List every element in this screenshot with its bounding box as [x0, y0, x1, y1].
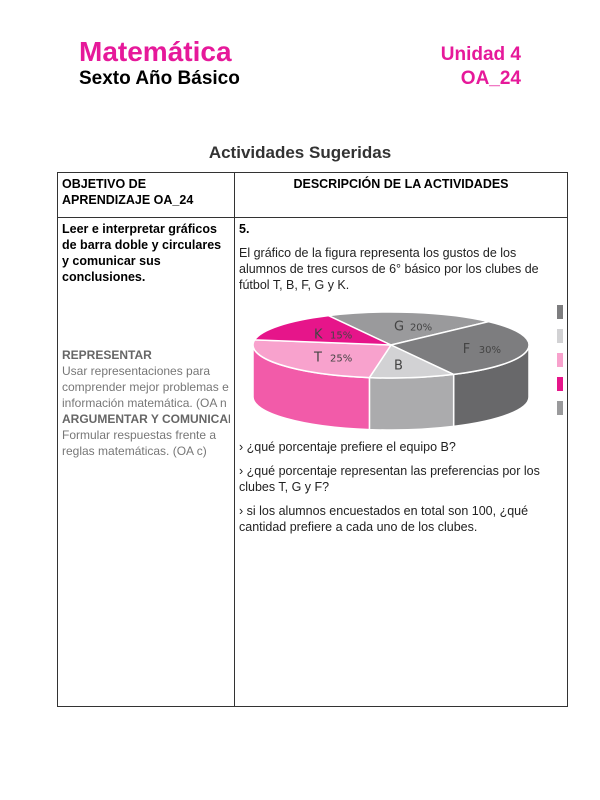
comp-text: información matemática. (OA n: [62, 396, 227, 410]
pie-slice-T: [252, 339, 393, 379]
slice-label-K: K: [314, 327, 323, 342]
legend-swatch: [557, 353, 563, 367]
comp-text: Usar representaciones para: [62, 364, 211, 378]
slice-value-K: 15%: [330, 330, 352, 341]
legend-swatch: [557, 305, 563, 319]
pie-slice-B: [368, 344, 457, 379]
legend-swatch: [557, 329, 563, 343]
activity-number: 5.: [239, 222, 250, 236]
comp-text: Formular respuestas frente a: [62, 428, 217, 442]
slice-value-T: 25%: [330, 354, 352, 365]
activities-table: OBJETIVO DE APRENDIZAJE OA_24 DESCRIPCIÓ…: [57, 172, 568, 707]
legend-swatch: [557, 377, 563, 391]
slice-value-F: 30%: [479, 345, 501, 356]
competencies-image: REPRESENTAR Usar representaciones para c…: [62, 347, 230, 459]
activity-intro: El gráfico de la figura representa los g…: [239, 246, 539, 292]
oa-label: OA_24: [460, 68, 521, 89]
slice-value-G: 20%: [410, 322, 432, 333]
comp-text: comprender mejor problemas e: [62, 380, 229, 394]
pie-side-B: [368, 373, 455, 431]
slice-label-G: G: [394, 319, 404, 334]
pie-chart: G 20% F 30% B T 25% K 15%: [252, 305, 563, 431]
comp-text: reglas matemáticas. (OA c): [62, 444, 207, 458]
question-1: › ¿qué porcentaje prefiere el equipo B?: [239, 440, 456, 454]
pie-slice-G: [325, 311, 489, 346]
question-2: › ¿qué porcentaje representan las prefer…: [239, 464, 540, 494]
comp-heading-1: REPRESENTAR: [62, 348, 152, 362]
question-3: › si los alumnos encuestados en total so…: [239, 504, 529, 534]
col2-header: DESCRIPCIÓN DE LA ACTIVIDADES: [234, 172, 568, 218]
unit-label: Unidad 4: [440, 44, 521, 65]
col1-header: OBJETIVO DE APRENDIZAJE OA_24: [57, 172, 235, 218]
pie-slice-K: [253, 314, 392, 346]
grade-subtitle: Sexto Año Básico: [79, 68, 240, 89]
comp-heading-2: ARGUMENTAR Y COMUNICAR: [62, 412, 230, 426]
legend-swatch: [557, 401, 563, 415]
objective-text: Leer e interpretar gráficos de barra dob…: [62, 222, 222, 284]
slice-label-B: B: [394, 359, 403, 374]
slice-label-T: T: [313, 351, 322, 366]
subject-title: Matemática: [79, 36, 232, 67]
section-title: Actividades Sugeridas: [208, 143, 392, 162]
slice-label-F: F: [463, 342, 470, 357]
pie-slice-F: [388, 320, 530, 376]
